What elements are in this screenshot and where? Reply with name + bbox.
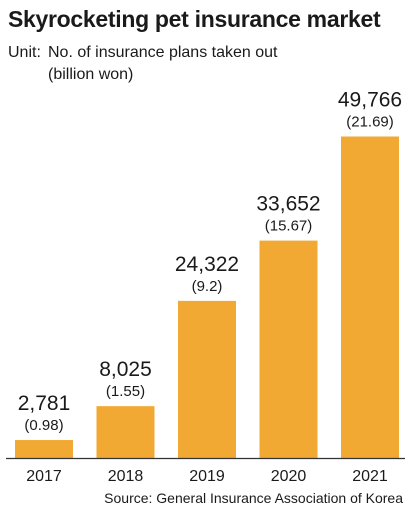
bar-2021 <box>341 136 399 458</box>
x-tick-2021: 2021 <box>352 468 388 485</box>
x-tick-2018: 2018 <box>108 468 144 485</box>
bar-2020 <box>259 240 318 458</box>
value-label-2020: 33,652 <box>256 193 320 216</box>
secondary-label-2018: (1.55) <box>106 383 145 400</box>
chart-title: Skyrocketing pet insurance market <box>8 6 381 32</box>
bar-2017 <box>15 440 73 458</box>
unit-line-1: No. of insurance plans taken out <box>48 44 278 61</box>
value-label-2019: 24,322 <box>175 253 239 276</box>
value-label-2017: 2,781 <box>18 392 71 415</box>
secondary-label-2017: (0.98) <box>24 417 63 434</box>
value-label-2021: 49,766 <box>338 89 402 112</box>
bar-2018 <box>96 406 155 458</box>
secondary-label-2021: (21.69) <box>346 114 394 131</box>
source-note: Source: General Insurance Association of… <box>104 490 403 506</box>
x-tick-2020: 2020 <box>271 468 307 485</box>
unit-prefix: Unit: <box>8 44 41 61</box>
x-tick-2019: 2019 <box>189 468 225 485</box>
unit-line-2: (billion won) <box>48 66 134 83</box>
bar-2019 <box>178 300 236 458</box>
x-tick-2017: 2017 <box>26 468 62 485</box>
value-label-2018: 8,025 <box>99 358 152 381</box>
secondary-label-2019: (9.2) <box>192 278 223 295</box>
unit-note: Unit: No. of insurance plans taken out (b… <box>8 42 277 86</box>
secondary-label-2020: (15.67) <box>265 218 313 235</box>
